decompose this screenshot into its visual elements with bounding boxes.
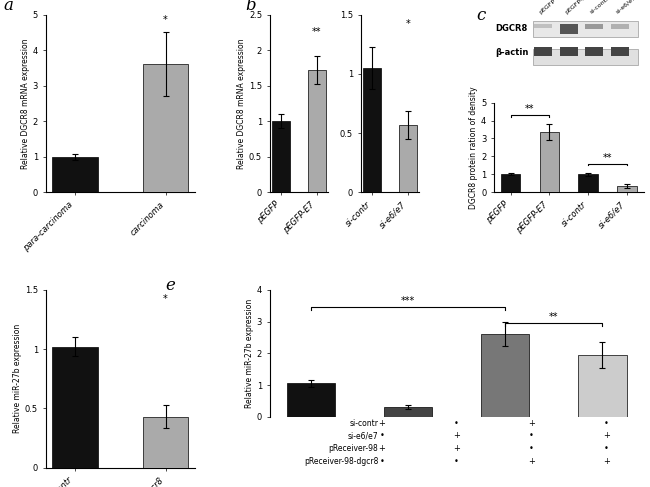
Bar [399, 125, 417, 192]
Text: •: • [529, 431, 534, 440]
Bar [578, 355, 627, 417]
Text: b: b [245, 0, 255, 14]
Text: +: + [528, 457, 535, 466]
Bar [618, 186, 637, 192]
Text: •: • [604, 444, 608, 453]
Text: **: ** [525, 104, 535, 114]
Bar [272, 121, 290, 192]
Text: +: + [603, 457, 610, 466]
Text: β-actin: β-actin [495, 48, 529, 57]
Text: a: a [4, 0, 14, 14]
Bar [500, 174, 520, 192]
Y-axis label: Relative DGCR8 mRNA expression: Relative DGCR8 mRNA expression [237, 38, 246, 169]
Text: c: c [476, 7, 486, 24]
Text: •: • [380, 457, 384, 466]
Text: +: + [453, 444, 460, 453]
Text: •: • [454, 457, 459, 466]
Text: •: • [454, 419, 459, 428]
Text: pEGFP: pEGFP [539, 0, 557, 15]
Text: +: + [378, 444, 385, 453]
Text: +: + [603, 431, 610, 440]
Text: e: e [165, 277, 175, 294]
Bar [534, 24, 552, 28]
Bar [52, 157, 98, 192]
Y-axis label: DGCR8 protein ration of density: DGCR8 protein ration of density [469, 86, 478, 209]
Bar [384, 407, 432, 417]
Bar [540, 132, 559, 192]
Y-axis label: Relative DGCR8 mRNA expression: Relative DGCR8 mRNA expression [21, 38, 30, 169]
Text: pReceiver-98-dgcr8: pReceiver-98-dgcr8 [304, 457, 378, 466]
Text: **: ** [312, 27, 322, 37]
Bar [560, 24, 578, 34]
Text: si-e6/e7: si-e6/e7 [348, 431, 378, 440]
Text: si-contr: si-contr [349, 419, 378, 428]
Bar [585, 47, 603, 56]
Y-axis label: Relative miR-27b expression: Relative miR-27b expression [245, 299, 254, 408]
Bar [363, 68, 381, 192]
Y-axis label: Relative miR-27b expression: Relative miR-27b expression [13, 324, 22, 433]
Bar [578, 174, 598, 192]
Text: si-contr: si-contr [590, 0, 611, 15]
Text: •: • [604, 419, 608, 428]
Text: •: • [529, 444, 534, 453]
Text: *: * [163, 15, 168, 25]
Text: pReceiver-98: pReceiver-98 [328, 444, 378, 453]
Bar [52, 347, 98, 468]
Bar [610, 47, 629, 56]
Bar [308, 70, 326, 192]
Bar [585, 24, 603, 29]
Text: +: + [453, 431, 460, 440]
Text: •: • [380, 431, 384, 440]
Text: +: + [528, 419, 535, 428]
Bar [481, 334, 530, 417]
Bar [560, 47, 578, 56]
Text: DGCR8: DGCR8 [495, 24, 528, 33]
Text: *: * [163, 294, 168, 304]
Text: **: ** [603, 152, 612, 163]
Bar [534, 47, 552, 56]
Text: +: + [378, 419, 385, 428]
Bar [143, 416, 188, 468]
Text: pEGFP-E7: pEGFP-E7 [564, 0, 590, 15]
Bar [143, 64, 188, 192]
Text: **: ** [549, 312, 558, 322]
Text: *: * [406, 19, 410, 29]
Bar [533, 21, 638, 37]
Bar [287, 383, 335, 417]
Bar [533, 49, 638, 65]
Bar [610, 24, 629, 29]
Text: si-e6/e7: si-e6/e7 [615, 0, 637, 15]
Text: ***: *** [401, 296, 415, 306]
